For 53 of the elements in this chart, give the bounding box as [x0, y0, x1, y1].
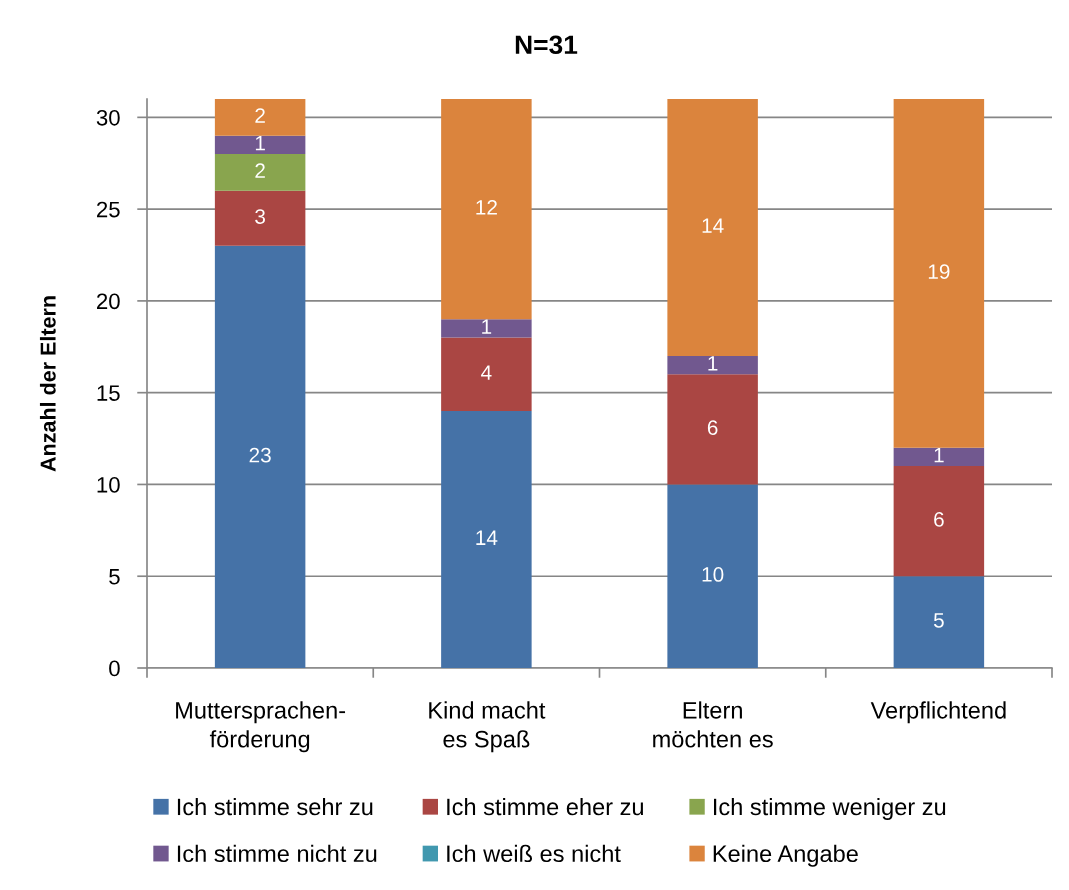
data-label: 5	[933, 613, 944, 628]
bar	[667, 484, 758, 668]
bar	[441, 319, 532, 338]
y-tick-label: 10	[97, 476, 120, 493]
x-tick-label: Verpflichtend	[870, 701, 1006, 724]
y-axis-title: Anzahl der Eltern	[39, 296, 56, 472]
bar	[441, 99, 532, 320]
bar	[214, 135, 306, 155]
data-label: 3	[255, 209, 265, 224]
y-tick-label: 20	[97, 293, 120, 310]
legend-label: Ich stimme nicht zu	[177, 844, 377, 863]
data-label: 1	[255, 135, 265, 151]
data-label: 1	[934, 447, 944, 463]
bar	[667, 99, 758, 356]
y-tick-label: 30	[96, 109, 120, 126]
data-label: 2	[255, 163, 265, 178]
legend-label: Keine Angabe	[713, 844, 858, 867]
y-tick-label: 5	[109, 568, 120, 585]
y-tick-label: 15	[97, 385, 120, 401]
bar	[441, 411, 532, 668]
bar	[667, 355, 758, 375]
data-label: 19	[928, 264, 950, 279]
x-tick-label: Muttersprachen- förderung	[176, 701, 346, 753]
bar	[441, 337, 532, 412]
data-label: 4	[481, 365, 492, 380]
data-label: 23	[249, 447, 271, 463]
data-label: 12	[476, 199, 497, 215]
legend-label: Ich stimme eher zu	[447, 797, 643, 816]
x-tick-label: Eltern möchten es	[653, 701, 773, 748]
bar	[667, 374, 758, 485]
bar	[893, 466, 985, 577]
data-label: 6	[934, 512, 944, 527]
y-tick-label: 25	[97, 201, 120, 218]
data-label: 14	[702, 218, 724, 233]
bar	[214, 99, 306, 136]
legend-label: Ich stimme weniger zu	[714, 797, 946, 820]
bar	[893, 99, 985, 448]
y-tick-label: 0	[109, 660, 120, 677]
data-label: 10	[702, 567, 724, 582]
bar	[214, 190, 306, 246]
chart-title: N=31	[515, 35, 578, 55]
legend-label: Ich stimme sehr zu	[177, 797, 373, 816]
x-tick-label: Kind macht es Spaß	[429, 701, 546, 753]
bar	[893, 576, 985, 668]
bar	[214, 154, 306, 191]
data-label: 14	[476, 530, 498, 545]
bar	[893, 447, 985, 467]
data-label: 1	[482, 319, 492, 334]
data-label: 1	[708, 356, 718, 371]
data-label: 6	[707, 420, 718, 435]
legend-label: Ich weiß es nicht	[447, 844, 621, 863]
data-label: 2	[255, 108, 265, 123]
bar	[214, 245, 306, 668]
